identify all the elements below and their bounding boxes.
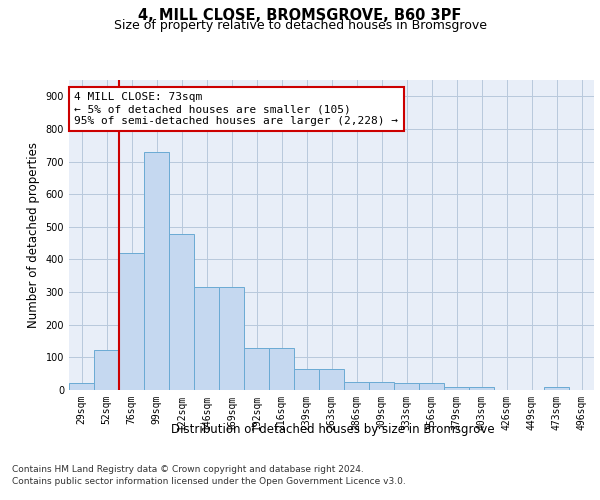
Text: Contains HM Land Registry data © Crown copyright and database right 2024.: Contains HM Land Registry data © Crown c… [12, 465, 364, 474]
Bar [144, 152, 169, 390]
Bar [119, 253, 144, 390]
Bar [344, 382, 369, 390]
Bar [419, 384, 444, 390]
Bar [194, 287, 219, 390]
Bar [269, 348, 294, 390]
Bar [244, 348, 269, 390]
Text: Distribution of detached houses by size in Bromsgrove: Distribution of detached houses by size … [171, 422, 495, 436]
Bar [69, 384, 94, 390]
Bar [319, 369, 344, 390]
Text: 4, MILL CLOSE, BROMSGROVE, B60 3PF: 4, MILL CLOSE, BROMSGROVE, B60 3PF [139, 8, 461, 22]
Text: Contains public sector information licensed under the Open Government Licence v3: Contains public sector information licen… [12, 478, 406, 486]
Bar [469, 386, 494, 390]
Y-axis label: Number of detached properties: Number of detached properties [27, 142, 40, 328]
Bar [94, 350, 119, 390]
Bar [544, 386, 569, 390]
Text: 4 MILL CLOSE: 73sqm
← 5% of detached houses are smaller (105)
95% of semi-detach: 4 MILL CLOSE: 73sqm ← 5% of detached hou… [74, 92, 398, 126]
Bar [369, 382, 394, 390]
Bar [394, 384, 419, 390]
Text: Size of property relative to detached houses in Bromsgrove: Size of property relative to detached ho… [113, 18, 487, 32]
Bar [219, 287, 244, 390]
Bar [444, 386, 469, 390]
Bar [169, 234, 194, 390]
Bar [294, 369, 319, 390]
